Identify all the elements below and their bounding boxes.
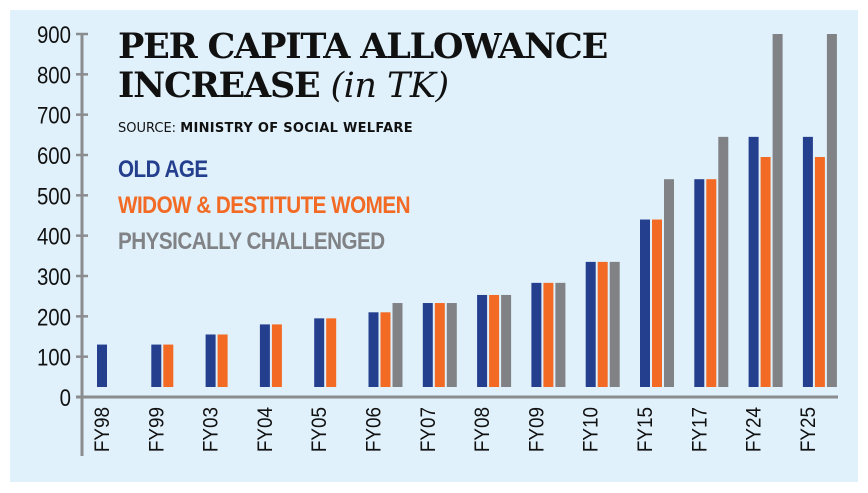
x-tick-label: FY08: [471, 407, 494, 452]
bar-fy09-series-0: [531, 282, 542, 387]
bar-group-fy07: [422, 303, 457, 387]
bar-group-fy24: [748, 34, 783, 387]
bar-fy07-series-1: [434, 303, 445, 387]
x-tick-label: FY09: [526, 407, 549, 452]
x-tick-label: FY03: [200, 407, 223, 452]
x-tick-label: FY07: [417, 407, 440, 452]
bar-group-fy06: [368, 303, 403, 387]
x-tick-label: FY98: [91, 407, 114, 452]
y-tick-label: 0: [60, 384, 71, 411]
x-tick-label: FY24: [743, 407, 766, 452]
bar-group-fy09: [531, 282, 566, 387]
bar-fy04-series-0: [259, 324, 270, 387]
bar-fy06-series-0: [368, 312, 379, 387]
bar-fy98-series-0: [97, 344, 107, 387]
x-tick-label: FY05: [308, 407, 331, 452]
bar-fy15-series-1: [652, 219, 662, 387]
source-value: MINISTRY OF SOCIAL WELFARE: [180, 121, 413, 136]
bar-fy25-series-0: [802, 136, 813, 387]
bar-group-fy25: [802, 34, 837, 387]
bar-fy15-series-2: [664, 179, 674, 387]
legend: OLD AGE WIDOW & DESTITUTE WOMEN PHYSICAL…: [118, 152, 458, 260]
bar-fy24-series-1: [760, 157, 771, 387]
bar-group-fy10: [585, 261, 620, 387]
bar-group-fy03: [205, 334, 228, 387]
y-tick-label: 600: [37, 142, 71, 169]
bars: [97, 34, 837, 387]
bar-fy09-series-1: [543, 282, 554, 387]
x-tick-label: FY06: [363, 407, 386, 452]
title-line-2-text: INCREASE: [118, 65, 321, 106]
bar-fy99-series-0: [151, 344, 162, 387]
bar-group-fy99: [151, 344, 174, 387]
y-tick-label: 400: [37, 223, 71, 250]
y-tick-label: 100: [37, 344, 71, 371]
y-tick-label: 300: [37, 263, 71, 290]
legend-entry-physically-challenged: PHYSICALLY CHALLENGED: [118, 228, 385, 255]
legend-entry-old-age: OLD AGE: [118, 156, 208, 183]
legend-entry-widow: WIDOW & DESTITUTE WOMEN: [118, 192, 410, 219]
x-tick-label: FY04: [254, 407, 277, 452]
title-line-2: INCREASE (in TK): [118, 66, 607, 106]
x-tick-label: FY17: [688, 407, 711, 452]
bar-fy15-series-0: [640, 219, 650, 387]
bar-fy03-series-0: [205, 334, 216, 387]
bar-fy08-series-0: [477, 294, 488, 387]
bar-fy03-series-1: [217, 334, 228, 387]
y-axis: 0 100 200 300 400 500 600 700 800 900: [37, 21, 88, 456]
chart-title: PER CAPITA ALLOWANCE INCREASE (in TK): [118, 26, 608, 106]
y-tick-label: 200: [37, 304, 71, 331]
source-note: SOURCE: MINISTRY OF SOCIAL WELFARE: [118, 121, 413, 136]
bar-fy24-series-2: [772, 34, 783, 387]
title-line-1: PER CAPITA ALLOWANCE: [118, 26, 608, 67]
bar-fy05-series-1: [326, 318, 337, 387]
bar-fy25-series-2: [826, 34, 837, 387]
bar-group-fy17: [694, 136, 729, 387]
bar-group-fy08: [477, 294, 512, 387]
y-tick-label: 800: [37, 62, 71, 89]
x-tick-label: FY25: [797, 407, 820, 452]
x-tick-label: FY99: [145, 407, 168, 452]
bar-fy10-series-2: [609, 261, 620, 387]
bar-fy17-series-1: [706, 179, 717, 387]
y-tick-label: 500: [37, 183, 71, 210]
bar-fy10-series-1: [597, 261, 608, 387]
bar-group-fy05: [314, 318, 337, 387]
chart-panel: [10, 10, 858, 482]
bar-fy10-series-0: [585, 261, 596, 387]
bar-fy09-series-2: [555, 282, 566, 387]
bar-fy08-series-2: [501, 294, 512, 387]
bar-fy07-series-0: [422, 303, 433, 387]
x-tick-label: FY15: [634, 407, 657, 452]
bar-fy99-series-1: [163, 344, 174, 387]
bar-group-fy15: [640, 179, 674, 387]
bar-fy05-series-0: [314, 318, 325, 387]
bar-fy24-series-0: [748, 136, 759, 387]
source-label: SOURCE:: [118, 121, 177, 136]
bar-fy06-series-1: [380, 312, 391, 387]
title-unit: (in TK): [330, 66, 450, 106]
bar-fy17-series-2: [718, 136, 729, 387]
bar-fy25-series-1: [814, 157, 825, 387]
bar-fy17-series-0: [694, 179, 705, 387]
bar-group-fy98: [97, 344, 107, 387]
x-tick-label: FY10: [580, 407, 603, 452]
bar-fy06-series-2: [392, 303, 403, 387]
bar-fy07-series-2: [446, 303, 457, 387]
bar-group-fy04: [259, 324, 282, 387]
x-axis: FY98 FY99 FY03 FY04 FY05 FY06 FY07 FY08 FY09 FY10…: [76, 395, 838, 452]
bar-fy04-series-1: [271, 324, 282, 387]
y-tick-label: 900: [37, 21, 71, 48]
bar-fy08-series-1: [489, 294, 500, 387]
y-tick-label: 700: [37, 102, 71, 129]
